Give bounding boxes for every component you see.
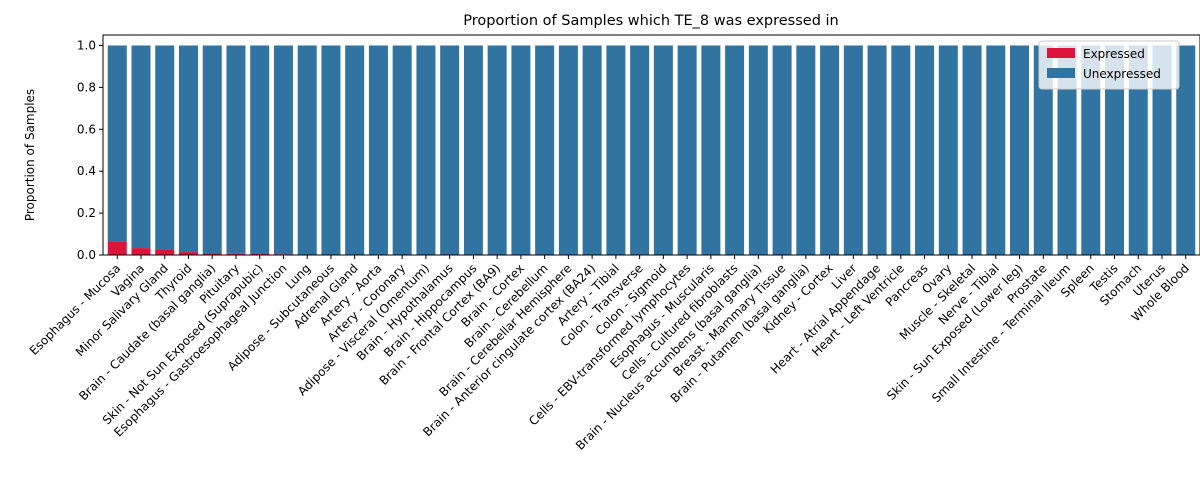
bar-unexpressed [1152,45,1172,256]
bar-unexpressed [155,45,175,250]
bar-unexpressed [440,45,460,256]
bars-group [107,45,1196,256]
bar-unexpressed [226,45,246,254]
bar-expressed [131,248,151,255]
bar-unexpressed [1081,45,1101,256]
bar-unexpressed [250,45,270,254]
bar-unexpressed [725,45,745,256]
y-tick-label: 0.8 [77,80,96,94]
bar-unexpressed [820,45,840,256]
bar-unexpressed [1176,45,1196,256]
bar-unexpressed [368,45,388,256]
bar-unexpressed [582,45,602,256]
y-tick-label: 0.0 [77,248,96,262]
bar-unexpressed [653,45,673,256]
legend-label: Unexpressed [1083,67,1161,81]
bar-unexpressed [962,45,982,256]
legend-swatch [1047,48,1075,58]
bar-unexpressed [463,45,483,256]
bar-unexpressed [891,45,911,256]
legend-label: Expressed [1083,47,1145,61]
y-tick-label: 1.0 [77,38,96,52]
bar-unexpressed [202,45,222,254]
bar-expressed [178,252,198,255]
bar-unexpressed [915,45,935,256]
bar-unexpressed [321,45,341,256]
bar-unexpressed [131,45,151,249]
bar-unexpressed [558,45,578,256]
bar-unexpressed [677,45,697,256]
legend: Expressed Unexpressed [1038,40,1180,90]
bar-unexpressed [701,45,721,256]
bar-unexpressed [1057,45,1077,256]
plot-frame [102,34,1200,256]
bar-unexpressed [606,45,626,256]
bar-unexpressed [535,45,555,256]
bar-unexpressed [392,45,412,256]
bar-unexpressed [511,45,531,256]
bar-unexpressed [796,45,816,256]
bar-expressed [155,249,175,255]
bar-unexpressed [748,45,768,256]
y-tick-label: 0.4 [77,164,96,178]
bar-unexpressed [843,45,863,256]
chart-title: Proportion of Samples which TE_8 was exp… [463,13,838,29]
bar-expressed [202,253,222,255]
bar-unexpressed [1033,45,1053,256]
bar-unexpressed [1105,45,1125,256]
bar-unexpressed [297,45,317,256]
legend-swatch [1047,68,1075,78]
bar-unexpressed [1128,45,1148,256]
y-axis-label: Proportion of Samples [23,89,37,221]
y-axis: 0.0 0.2 0.4 0.6 0.8 1.0 [77,38,103,262]
bar-unexpressed [1010,45,1030,256]
bar-unexpressed [867,45,887,256]
x-tick-label: Esophagus - Mucosa [27,261,124,358]
bar-unexpressed [938,45,958,256]
y-tick-label: 0.6 [77,122,96,136]
bar-unexpressed [772,45,792,256]
bar-unexpressed [986,45,1006,256]
bar-unexpressed [345,45,365,256]
bar-unexpressed [273,45,293,255]
bar-unexpressed [416,45,436,256]
bar-expressed [250,253,270,255]
bar-unexpressed [107,45,127,242]
y-tick-label: 0.2 [77,206,96,220]
bar-unexpressed [178,45,198,253]
bar-expressed [226,253,246,255]
bar-expressed [107,241,127,255]
bar-unexpressed [630,45,650,256]
bar-unexpressed [487,45,507,256]
